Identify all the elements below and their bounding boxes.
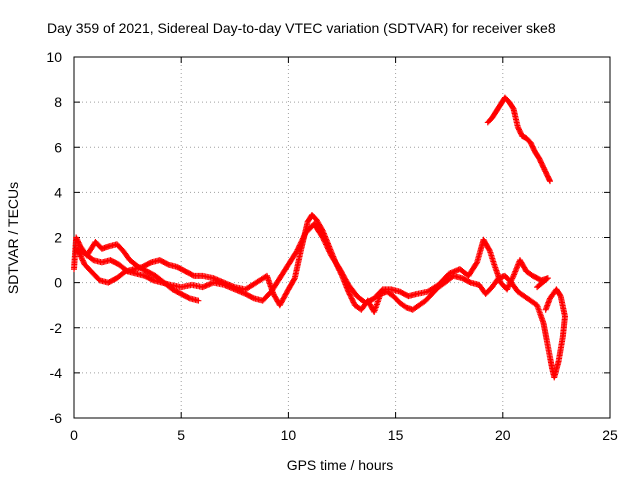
x-tick-label: 20 [495, 427, 511, 443]
data-point [295, 243, 302, 250]
x-tick-label: 15 [388, 427, 404, 443]
data-point [509, 274, 516, 281]
data-point [486, 246, 493, 253]
data-point [346, 290, 353, 297]
data-point [322, 240, 329, 247]
data-point [189, 272, 196, 279]
data-point [324, 245, 331, 252]
y-tick-label: -2 [50, 320, 63, 336]
x-tick-label: 25 [602, 427, 618, 443]
data-point [299, 235, 306, 242]
data-point [473, 260, 480, 267]
data-point [249, 294, 256, 301]
data-point [348, 294, 355, 301]
data-point [319, 234, 326, 241]
data-point [507, 278, 514, 285]
chart-title: Day 359 of 2021, Sidereal Day-to-day VTE… [47, 20, 556, 36]
data-point [297, 241, 304, 248]
series-track-d [484, 94, 553, 185]
data-point [508, 276, 515, 283]
data-point [291, 276, 298, 283]
data-point [326, 249, 333, 256]
data-point [325, 246, 332, 253]
data-point [80, 258, 87, 265]
data-point [297, 239, 304, 246]
data-point [535, 283, 542, 290]
y-tick-label: -4 [50, 365, 63, 381]
data-point [299, 236, 306, 243]
y-tick-label: 8 [54, 94, 62, 110]
data-point [350, 299, 357, 306]
data-point [320, 235, 327, 242]
data-point [504, 285, 511, 292]
data-point [295, 245, 302, 252]
data-point [195, 297, 202, 304]
data-point [321, 238, 328, 245]
data-point [546, 178, 553, 185]
data-point [89, 256, 96, 263]
data-point [79, 256, 86, 263]
data-point [534, 284, 541, 291]
x-tick-label: 0 [70, 427, 78, 443]
data-point [300, 234, 307, 241]
data-point [509, 104, 516, 111]
data-point [542, 306, 549, 313]
data-point [296, 242, 303, 249]
y-tick-label: -6 [50, 410, 63, 426]
data-point [294, 246, 301, 253]
data-point [293, 248, 300, 255]
series-track-b [75, 211, 568, 381]
data-point [506, 282, 513, 289]
data-point [164, 260, 171, 267]
data-point [348, 295, 355, 302]
x-tick-label: 5 [177, 427, 185, 443]
y-axis-label: SDTVAR / TECUs [5, 182, 21, 294]
y-tick-label: 10 [46, 49, 62, 65]
data-point [78, 254, 85, 261]
data-point [79, 257, 86, 264]
data-point [321, 237, 328, 244]
data-point [506, 280, 513, 287]
data-point [123, 267, 130, 274]
data-point [347, 292, 354, 299]
y-tick-label: 6 [54, 139, 62, 155]
data-point [509, 275, 516, 282]
data-point [323, 242, 330, 249]
y-tick-label: 0 [54, 275, 62, 291]
data-point [185, 294, 192, 301]
y-tick-label: 4 [54, 184, 62, 200]
data-point [146, 259, 153, 266]
data-point [346, 291, 353, 298]
series-track-c [73, 220, 551, 306]
data-point [324, 244, 331, 251]
data-point [77, 253, 84, 260]
data-point [326, 248, 333, 255]
axis-ticks: 0 5 10 15 20 25 -6 -4 -2 0 2 4 6 8 10 [46, 49, 618, 443]
data-point [349, 298, 356, 305]
data-series [71, 94, 568, 381]
data-point [466, 278, 473, 285]
data-point [504, 286, 511, 293]
x-axis-label: GPS time / hours [287, 457, 394, 473]
data-point [323, 241, 330, 248]
data-point [298, 238, 305, 245]
data-point [149, 276, 156, 283]
data-point [349, 296, 356, 303]
x-tick-label: 10 [281, 427, 297, 443]
y-tick-label: 2 [54, 230, 62, 246]
data-point [301, 232, 308, 239]
data-point [507, 279, 514, 286]
data-point [505, 283, 512, 290]
